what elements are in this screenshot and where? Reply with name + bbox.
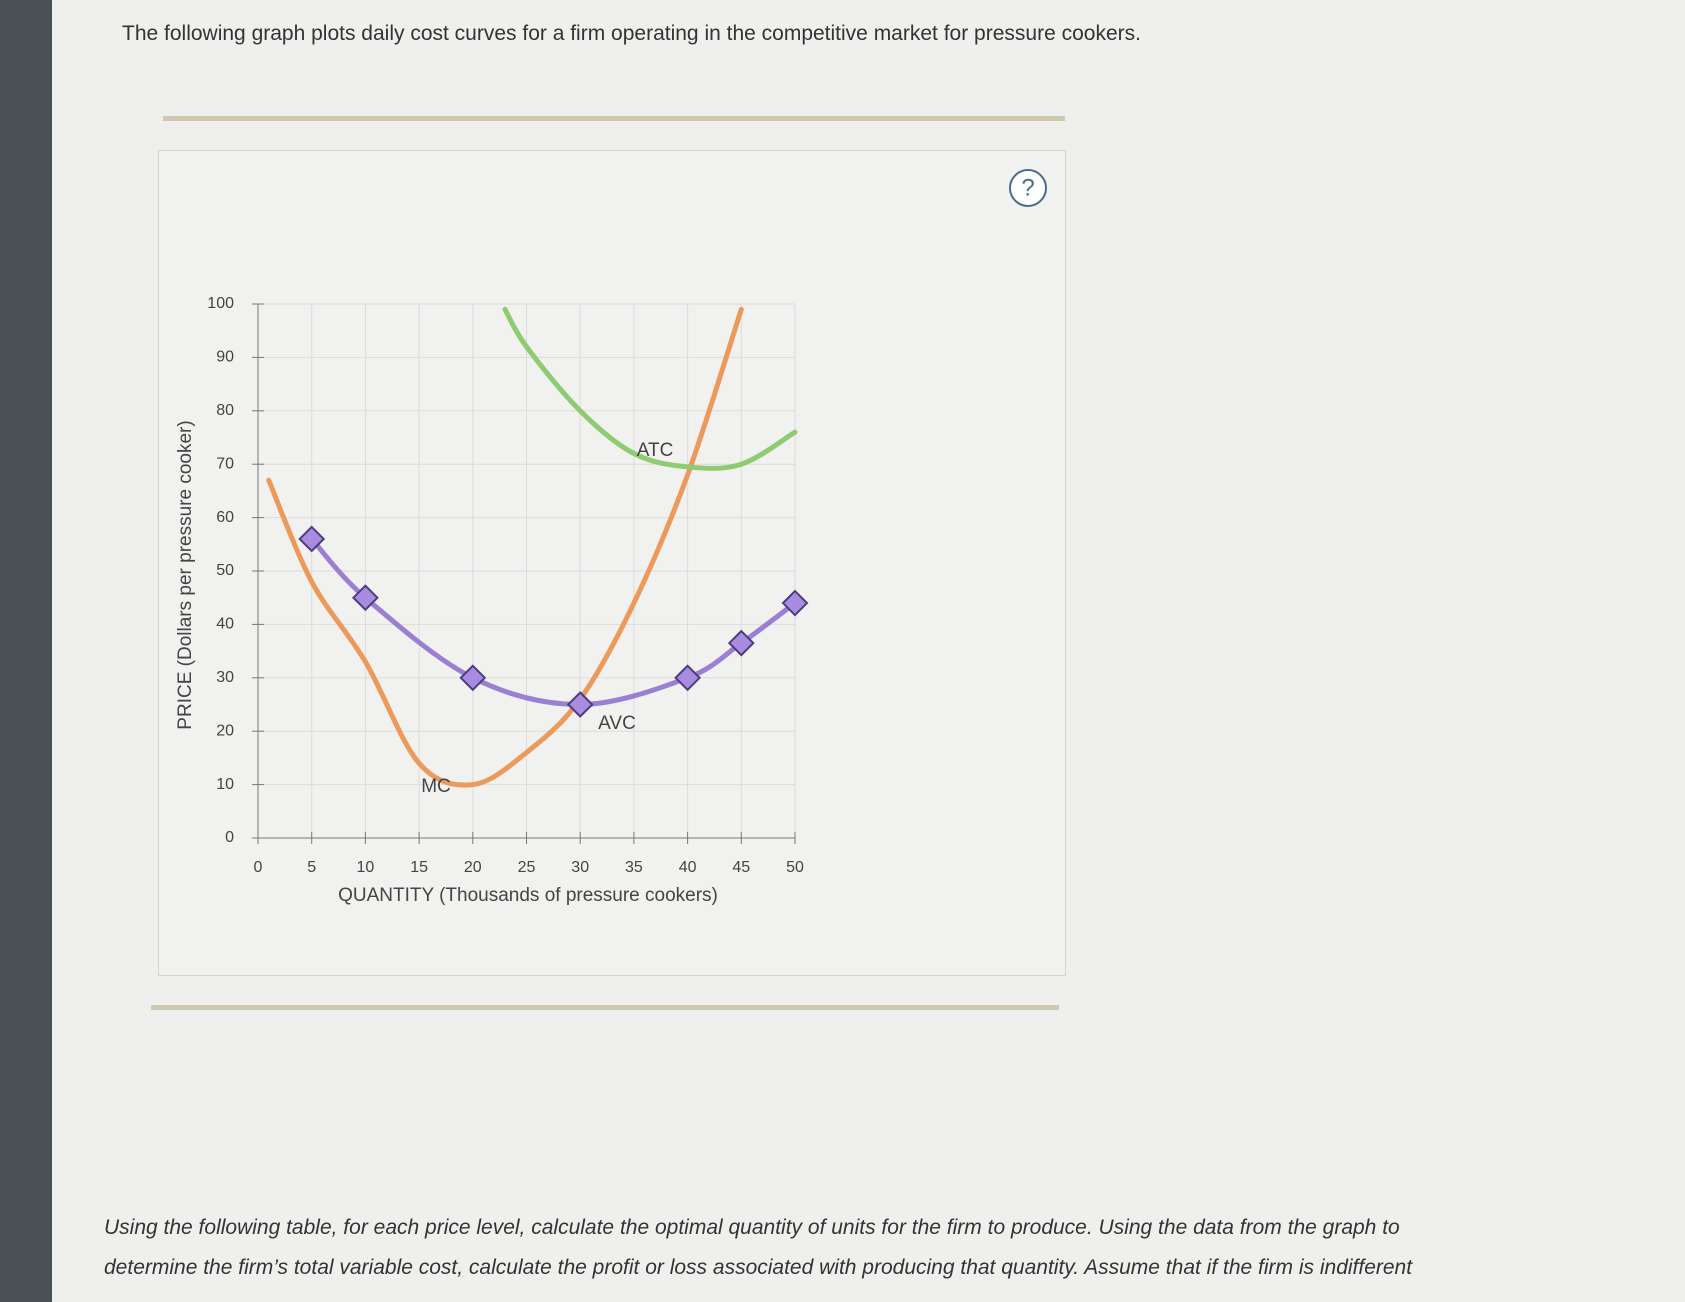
curve-label: ATC: [637, 440, 674, 461]
y-tick-label: 20: [216, 722, 234, 739]
x-tick-label: 35: [625, 859, 643, 876]
y-tick-label: 80: [216, 402, 234, 419]
point-marker: [781, 589, 809, 617]
point-marker: [727, 629, 755, 657]
point-marker: [566, 691, 594, 718]
intro-text: The following graph plots daily cost cur…: [122, 22, 1141, 45]
point-marker: [298, 525, 326, 553]
point-marker: [351, 584, 379, 612]
y-tick-label: 30: [216, 669, 234, 686]
x-tick-label: 15: [410, 859, 428, 876]
point-marker: [674, 664, 702, 692]
cost-curve: [266, 306, 744, 788]
instruction-line: determine the firm’s total variable cost…: [104, 1256, 1413, 1279]
y-tick-label: 40: [216, 616, 234, 633]
curve-label: AVC: [598, 713, 636, 734]
divider: [163, 116, 1065, 121]
y-tick-label: 50: [216, 562, 234, 579]
y-tick-label: 60: [216, 509, 234, 526]
x-tick-label: 30: [571, 859, 589, 876]
x-tick-label: 25: [518, 859, 536, 876]
x-axis-title: QUANTITY (Thousands of pressure cookers): [338, 885, 718, 906]
cost-curve: [502, 306, 798, 471]
y-tick-label: 10: [216, 776, 234, 793]
x-tick-label: 40: [679, 859, 697, 876]
x-tick-label: 10: [357, 859, 375, 876]
x-tick-label: 0: [254, 859, 263, 876]
x-tick-label: 50: [786, 859, 804, 876]
y-tick-label: 90: [216, 349, 234, 366]
x-tick-label: 45: [732, 859, 750, 876]
y-axis-title: PRICE (Dollars per pressure cooker): [175, 420, 196, 729]
sidebar: [0, 0, 52, 1302]
point-marker: [459, 664, 487, 692]
cost-curve: [309, 536, 798, 708]
y-tick-label: 70: [216, 455, 234, 472]
help-glyph[interactable]: ?: [1021, 174, 1034, 201]
help-icon[interactable]: [1009, 169, 1047, 207]
x-tick-label: 5: [307, 859, 316, 876]
x-tick-label: 20: [464, 859, 482, 876]
y-tick-label: 0: [225, 829, 234, 846]
y-tick-label: 100: [207, 295, 234, 312]
divider: [151, 1005, 1059, 1010]
instruction-line: Using the following table, for each pric…: [104, 1216, 1400, 1239]
curve-label: MC: [421, 776, 451, 797]
